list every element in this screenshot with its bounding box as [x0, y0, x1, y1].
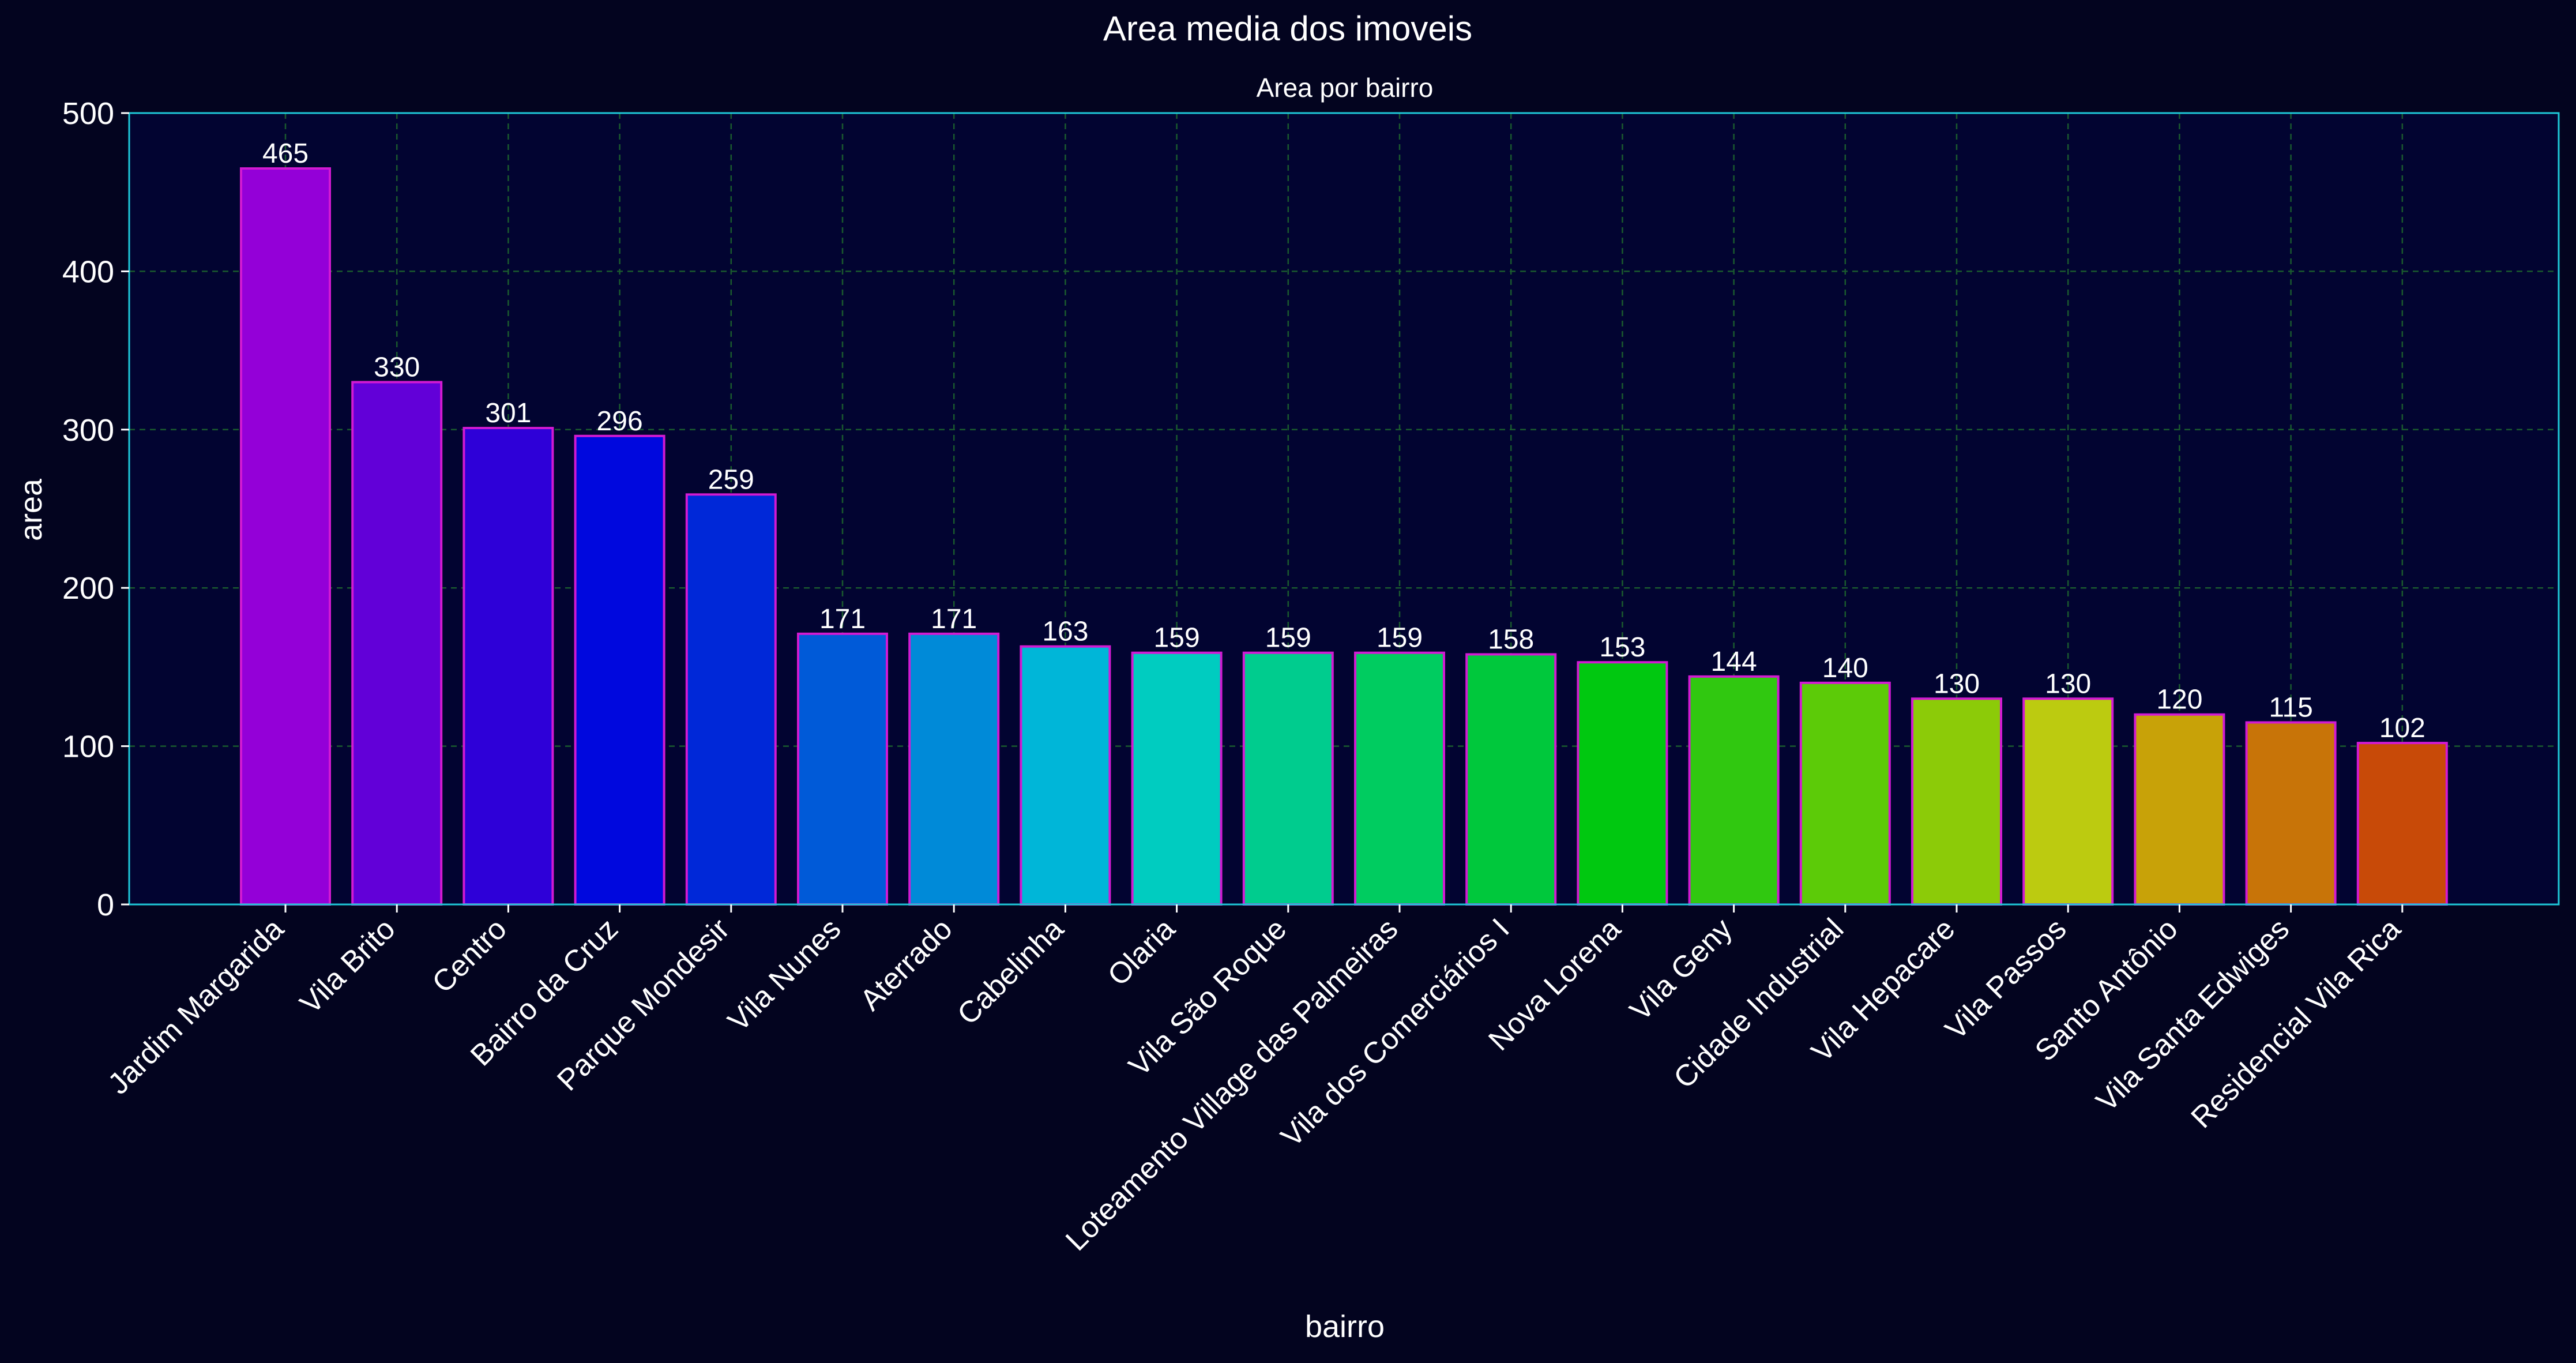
bar	[1020, 645, 1111, 906]
bar-value-label: 159	[1377, 623, 1423, 654]
bar	[908, 632, 1000, 906]
bar-value-label: 130	[2045, 669, 2091, 699]
bar-value-label: 465	[262, 138, 309, 169]
bar	[797, 632, 888, 906]
bar	[2245, 721, 2337, 906]
bar	[685, 493, 777, 906]
y-tick-label: 300	[62, 413, 114, 448]
y-axis: 0 100 200 300 400 500	[62, 96, 129, 922]
bar-value-label: 130	[1934, 669, 1980, 699]
y-tick-label: 500	[62, 96, 114, 131]
bar-value-label: 102	[2379, 713, 2425, 744]
bar-value-label: 140	[1822, 653, 1868, 684]
bar	[2356, 742, 2448, 906]
bar	[351, 381, 443, 906]
bar-value-label: 159	[1154, 623, 1200, 654]
bar-value-label: 296	[597, 406, 643, 437]
bar-value-label: 330	[374, 352, 420, 382]
bar	[1688, 675, 1780, 906]
bar	[1465, 653, 1557, 906]
bar	[1577, 661, 1668, 906]
bar-value-label: 301	[485, 398, 531, 429]
bar-value-label: 171	[819, 604, 866, 634]
y-tick-label: 0	[97, 888, 114, 922]
bar-value-label: 259	[708, 464, 754, 495]
bar-value-label: 171	[931, 604, 977, 634]
bar	[574, 434, 665, 906]
y-tick-label: 100	[62, 730, 114, 764]
bar	[462, 427, 554, 906]
chart-title: Area media dos imoveis	[1103, 9, 1472, 48]
bar	[1911, 697, 2002, 906]
bar	[2022, 697, 2114, 906]
bar	[240, 167, 331, 906]
data-labels: 465 330 301 296 259 171 171 163 159 159 159 158 153 1…	[262, 138, 2425, 744]
bar	[1799, 681, 1891, 906]
bar-value-label: 159	[1265, 623, 1311, 654]
plot-frame	[128, 112, 2560, 906]
bar-value-label: 120	[2156, 685, 2202, 715]
bar-value-label: 163	[1042, 617, 1088, 647]
bar-value-label: 115	[2269, 692, 2313, 723]
y-tick-label: 200	[62, 571, 114, 606]
x-axis-label: bairro	[1305, 1309, 1385, 1344]
bar	[1242, 651, 1334, 906]
bar	[1354, 651, 1445, 906]
bar-value-label: 153	[1599, 632, 1645, 663]
y-tick-label: 400	[62, 254, 114, 289]
bar-value-label: 158	[1488, 624, 1534, 655]
bar-value-label: 144	[1711, 647, 1757, 677]
y-axis-label: area	[14, 478, 48, 541]
bars	[240, 167, 2448, 906]
bar	[1131, 651, 1223, 906]
chart-subtitle: Area por bairro	[1257, 73, 1434, 103]
bar	[2134, 713, 2225, 906]
